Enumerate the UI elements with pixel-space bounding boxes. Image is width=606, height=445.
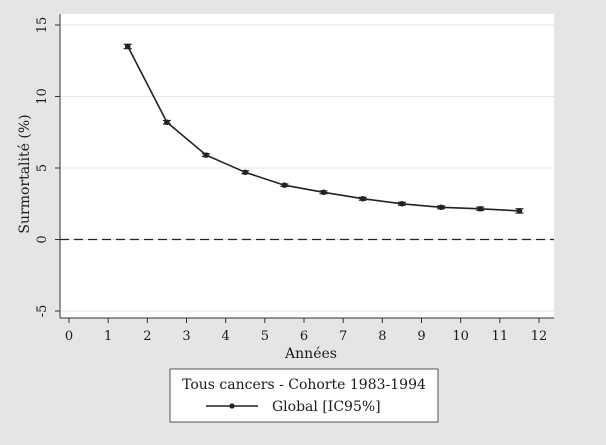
y-tick-label: 0 (35, 235, 50, 243)
x-tick-label: 2 (143, 329, 151, 344)
x-tick-label: 10 (452, 329, 469, 344)
data-point (242, 169, 249, 176)
legend-title: Tous cancers - Cohorte 1983-1994 (182, 377, 426, 393)
x-tick-label: 5 (261, 329, 269, 344)
x-tick-label: 12 (531, 329, 548, 344)
plot-area (60, 14, 554, 318)
data-point (164, 119, 170, 126)
x-tick-label: 3 (182, 329, 190, 344)
data-point (320, 189, 327, 196)
series-group (123, 43, 524, 214)
legend: Tous cancers - Cohorte 1983-1994 Global … (169, 368, 439, 423)
y-axis-label: Surmortalité (%) (17, 114, 33, 233)
legend-marker (229, 403, 235, 409)
data-point (281, 182, 288, 188)
data-point (477, 205, 484, 212)
y-tick-label: 10 (35, 88, 50, 105)
x-tick-label: 4 (222, 329, 230, 344)
x-tick-label: 0 (65, 329, 73, 344)
legend-box (169, 368, 439, 423)
x-axis-label: Années (284, 346, 337, 362)
x-tick-label: 11 (492, 329, 509, 344)
data-point (438, 204, 444, 211)
data-point (399, 200, 405, 207)
x-tick-label: 1 (104, 329, 112, 344)
data-point (516, 208, 523, 214)
data-point (203, 152, 209, 158)
x-tick-label: 8 (378, 329, 386, 344)
y-tick-label: 15 (35, 17, 50, 34)
y-tick-label: 5 (35, 164, 50, 172)
x-tick-label: 9 (417, 329, 425, 344)
data-point (359, 195, 366, 202)
data-point (124, 43, 131, 50)
x-tick-label: 6 (300, 329, 308, 344)
legend-entry: Global [IC95%] (272, 399, 381, 415)
y-tick-label: -5 (35, 305, 50, 318)
x-tick-label: 7 (339, 329, 347, 344)
